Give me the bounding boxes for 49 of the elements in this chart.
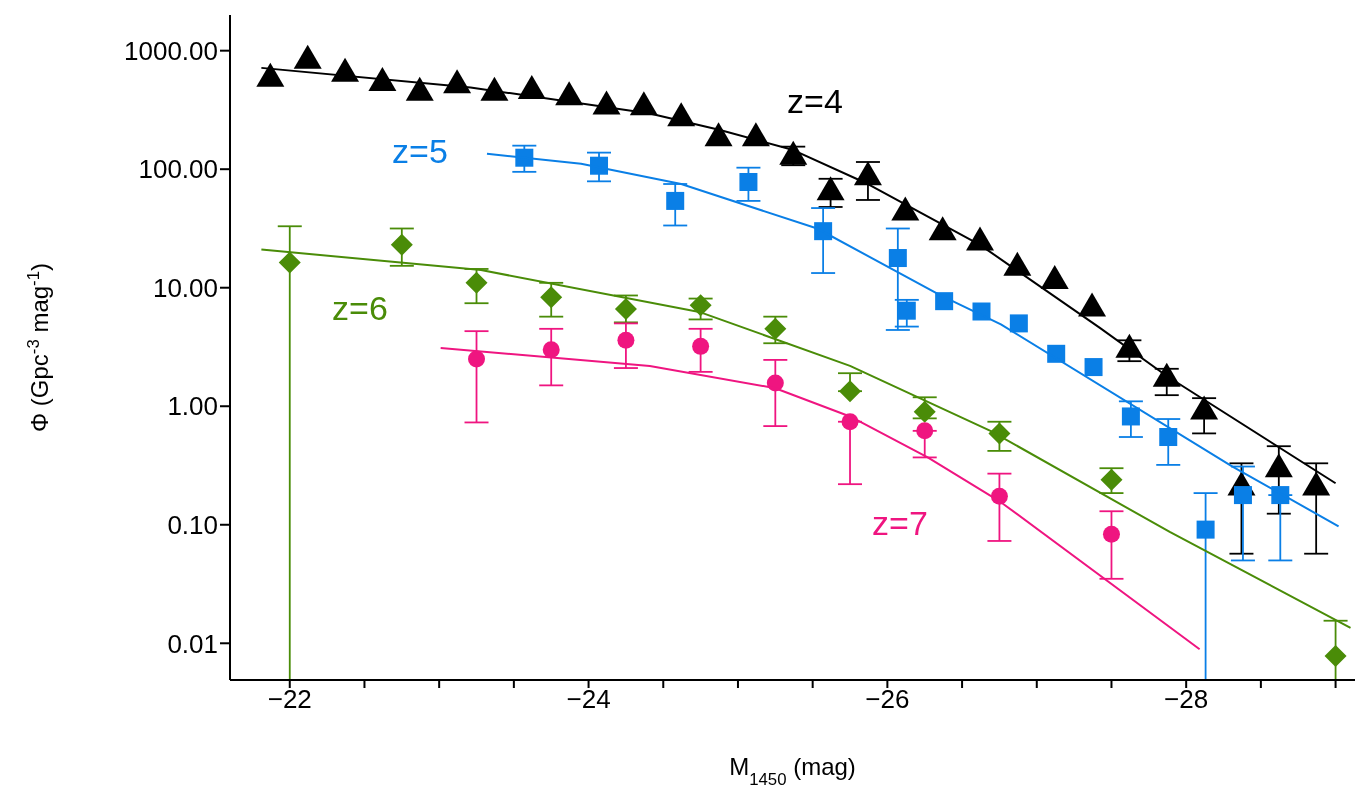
x-tick-label: −24 [566, 684, 611, 715]
point [1102, 525, 1120, 543]
point [888, 249, 907, 268]
point [739, 172, 758, 191]
x-tick-label: −22 [267, 684, 312, 715]
x-tick-label: −26 [865, 684, 910, 715]
point [278, 251, 301, 274]
y-tick-label: 1000.00 [124, 35, 218, 66]
point [293, 44, 322, 69]
point [816, 176, 845, 201]
point [368, 66, 397, 91]
y-tick-label: 100.00 [138, 154, 218, 185]
point [468, 350, 486, 368]
y-tick-label: 0.01 [167, 628, 218, 659]
annotation: z=7 [872, 504, 928, 542]
x-tick-label: −28 [1164, 684, 1209, 715]
y-tick-label: 10.00 [152, 272, 218, 303]
point [617, 331, 635, 349]
point [928, 216, 957, 241]
annotation: z=6 [332, 289, 388, 327]
point [779, 140, 808, 165]
point [480, 76, 509, 101]
annotation: z=5 [392, 132, 448, 170]
point [839, 380, 862, 403]
point [1233, 486, 1252, 505]
point [704, 122, 733, 147]
point [1040, 265, 1069, 290]
point [390, 233, 413, 256]
point [1196, 520, 1215, 539]
point [666, 191, 685, 210]
point [897, 301, 916, 320]
point [1084, 358, 1103, 377]
y-tick-label: 0.10 [167, 509, 218, 540]
y-tick-label: 1.00 [167, 391, 218, 422]
point [256, 62, 285, 87]
point [1121, 407, 1140, 426]
point [1009, 314, 1028, 333]
point [1324, 645, 1347, 668]
point [405, 76, 434, 101]
point [540, 286, 563, 309]
point [692, 337, 710, 355]
point [1159, 428, 1178, 447]
x-axis-title: M$_{1450}$ (mag) [729, 753, 856, 789]
point [542, 341, 560, 359]
point [916, 422, 934, 440]
point [853, 161, 882, 186]
annotation: z=4 [787, 82, 843, 120]
point [764, 317, 787, 340]
point [465, 271, 488, 294]
